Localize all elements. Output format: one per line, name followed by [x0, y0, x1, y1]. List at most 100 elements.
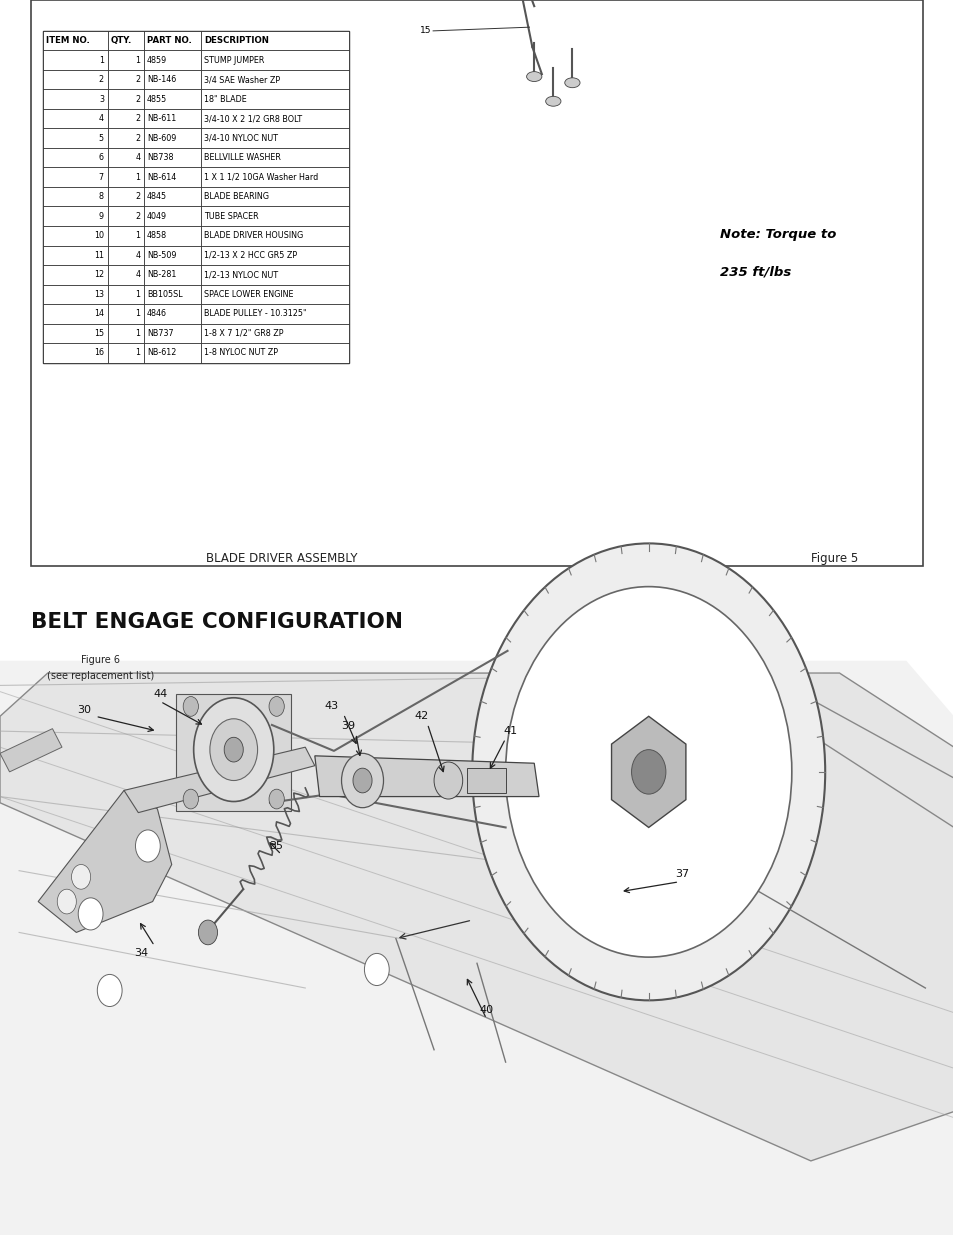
Bar [43, 186, 108, 206]
Text: 30: 30 [77, 705, 91, 715]
Text: 15: 15 [93, 329, 104, 338]
Text: 2: 2 [135, 114, 140, 124]
Text: 8: 8 [99, 193, 104, 201]
Circle shape [269, 789, 284, 809]
Polygon shape [124, 747, 314, 813]
Bar [108, 284, 144, 304]
Polygon shape [314, 756, 538, 797]
Text: Figure 5: Figure 5 [810, 552, 858, 564]
Bar [144, 246, 201, 266]
Text: 37: 37 [675, 869, 688, 879]
Text: 1: 1 [135, 56, 140, 64]
Bar [30, 0, 923, 566]
Bar [0, 618, 953, 1235]
Text: Note: Torque to: Note: Torque to [720, 228, 836, 241]
Bar [43, 109, 108, 128]
Circle shape [364, 953, 389, 986]
Text: NB-146: NB-146 [147, 75, 176, 84]
Polygon shape [176, 694, 291, 811]
Bar [144, 70, 201, 89]
Bar [144, 31, 201, 51]
Text: 2: 2 [135, 193, 140, 201]
Text: 43: 43 [325, 701, 338, 711]
Text: BLADE DRIVER ASSEMBLY: BLADE DRIVER ASSEMBLY [206, 552, 356, 564]
Bar [108, 304, 144, 324]
Bar [108, 128, 144, 148]
Text: 4: 4 [135, 251, 140, 259]
Text: 39: 39 [341, 721, 355, 731]
Text: NB-611: NB-611 [147, 114, 176, 124]
Bar [201, 186, 349, 206]
Text: BLADE DRIVER HOUSING: BLADE DRIVER HOUSING [204, 231, 303, 241]
Bar [144, 186, 201, 206]
Bar [201, 89, 349, 109]
Text: 7: 7 [99, 173, 104, 182]
Text: 4: 4 [135, 270, 140, 279]
Text: 15: 15 [419, 26, 431, 36]
Text: 16: 16 [94, 348, 104, 357]
Bar [108, 51, 144, 70]
Text: 1: 1 [135, 329, 140, 338]
Text: 1: 1 [135, 173, 140, 182]
Bar [144, 128, 201, 148]
Text: NB-609: NB-609 [147, 133, 176, 143]
Bar [43, 284, 108, 304]
Circle shape [434, 762, 462, 799]
Bar [144, 304, 201, 324]
Bar [108, 343, 144, 363]
Bar [43, 89, 108, 109]
Bar [201, 304, 349, 324]
Bar [43, 51, 108, 70]
Text: 2: 2 [135, 75, 140, 84]
Text: 1: 1 [135, 348, 140, 357]
Text: 5: 5 [99, 133, 104, 143]
Text: 4859: 4859 [147, 56, 167, 64]
Circle shape [78, 898, 103, 930]
Bar [201, 284, 349, 304]
Text: 4846: 4846 [147, 309, 167, 319]
Text: NB-612: NB-612 [147, 348, 176, 357]
Text: 4: 4 [99, 114, 104, 124]
Bar [108, 70, 144, 89]
Bar [201, 168, 349, 186]
Bar [108, 226, 144, 246]
Circle shape [198, 920, 217, 945]
Bar [201, 343, 349, 363]
Text: 3/4-10 X 2 1/2 GR8 BOLT: 3/4-10 X 2 1/2 GR8 BOLT [204, 114, 302, 124]
Bar [467, 768, 505, 793]
Bar [144, 89, 201, 109]
Circle shape [353, 768, 372, 793]
Circle shape [210, 719, 257, 781]
Text: 41: 41 [503, 726, 517, 736]
Bar [43, 148, 108, 168]
Bar [144, 109, 201, 128]
Text: 34: 34 [134, 948, 148, 958]
Text: 2: 2 [99, 75, 104, 84]
Circle shape [97, 974, 122, 1007]
Bar [201, 128, 349, 148]
Bar [201, 109, 349, 128]
Circle shape [183, 789, 198, 809]
Polygon shape [0, 661, 953, 1235]
Bar [144, 284, 201, 304]
Text: 3/4-10 NYLOC NUT: 3/4-10 NYLOC NUT [204, 133, 278, 143]
Bar [108, 246, 144, 266]
Bar [43, 70, 108, 89]
Text: 13: 13 [94, 290, 104, 299]
Text: NB737: NB737 [147, 329, 173, 338]
Bar [144, 324, 201, 343]
Text: PART NO.: PART NO. [147, 36, 192, 46]
Bar [108, 31, 144, 51]
Bar [144, 226, 201, 246]
Bar [201, 266, 349, 284]
Text: DESCRIPTION: DESCRIPTION [204, 36, 269, 46]
Bar [43, 206, 108, 226]
Bar [201, 31, 349, 51]
Bar [144, 148, 201, 168]
Bar [108, 168, 144, 186]
Text: 1: 1 [135, 231, 140, 241]
Text: 3/4 SAE Washer ZP: 3/4 SAE Washer ZP [204, 75, 280, 84]
Bar [43, 128, 108, 148]
Bar [201, 148, 349, 168]
Bar [144, 168, 201, 186]
